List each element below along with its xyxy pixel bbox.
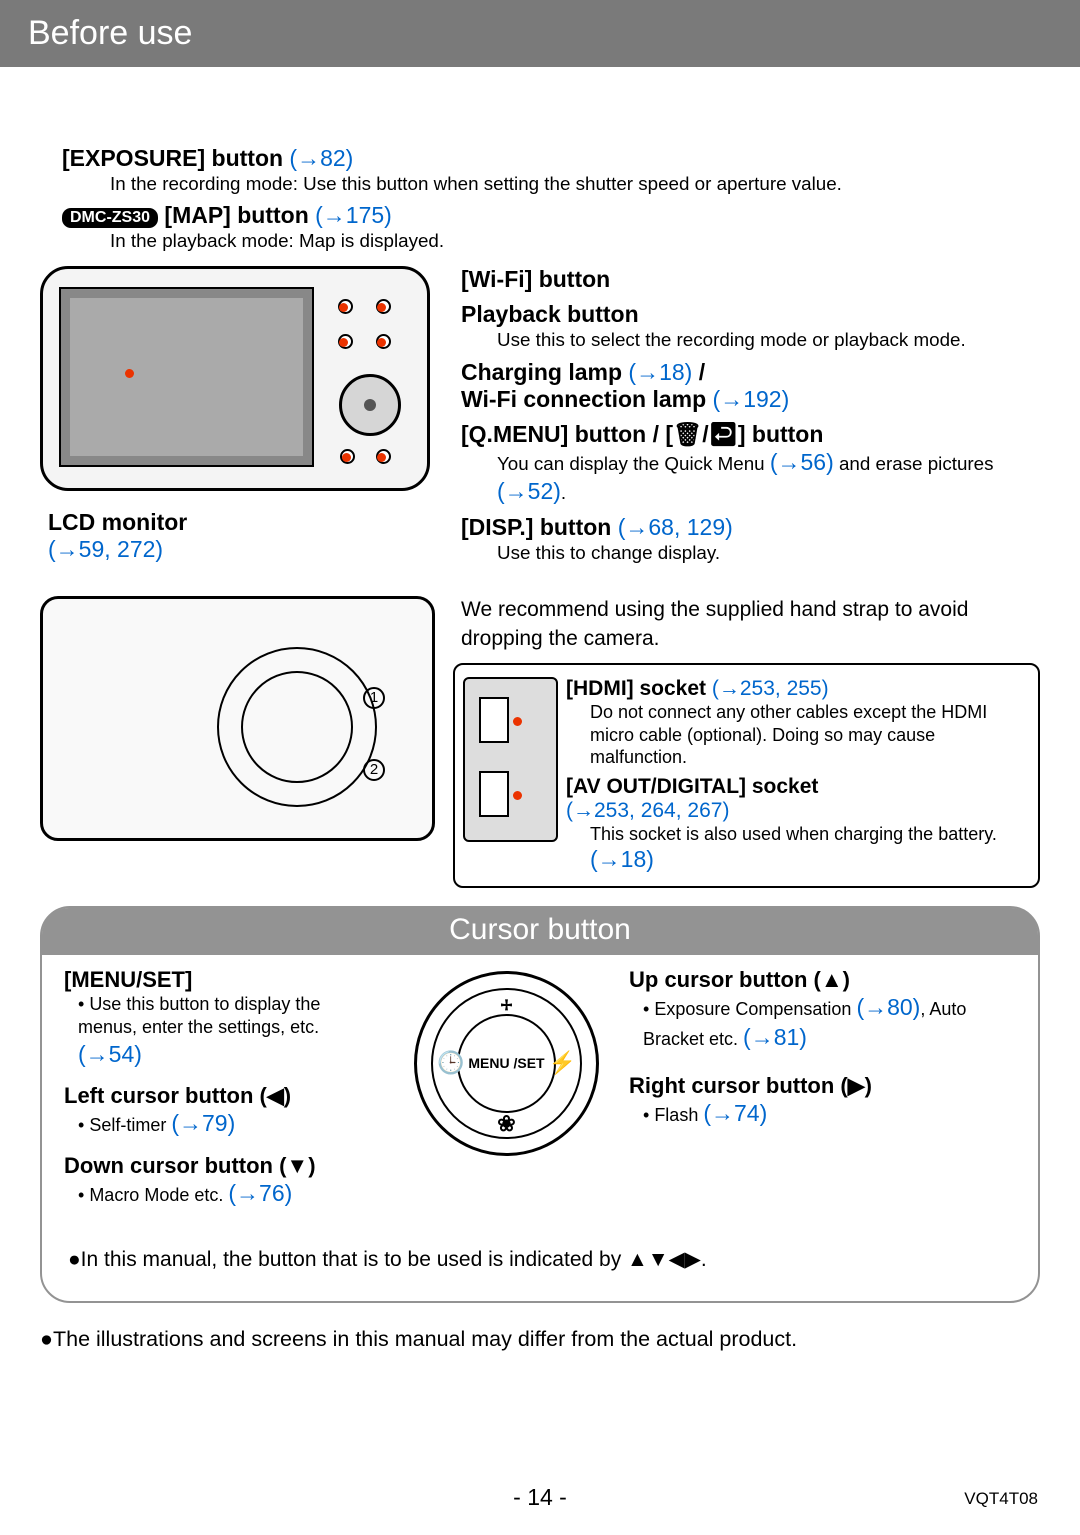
left-cursor-bullet: • Self-timer (→79) [78, 1109, 384, 1139]
callout-1: 1 [363, 687, 385, 709]
camera-back-col: LCD monitor (→59, 272) [40, 266, 435, 572]
right-cursor-bullet: • Flash (→74) [643, 1099, 1016, 1129]
camera-bottom-row: 1 2 We recommend using the supplied hand… [40, 596, 1040, 887]
map-desc: In the playback mode: Map is displayed. [110, 229, 1040, 253]
menuset-item: [MENU/SET] • Use this button to display … [64, 967, 384, 1070]
menuset-label: [MENU/SET] [64, 967, 192, 992]
right-cursor-label: Right cursor button (▶) [629, 1073, 872, 1098]
right-cursor-item: Right cursor button (▶) • Flash (→74) [629, 1073, 1016, 1129]
left-cursor-label: Left cursor button (◀) [64, 1083, 291, 1108]
left-glyph: 🕒 [437, 1050, 464, 1076]
lcd-ref[interactable]: (→59, 272) [48, 536, 163, 562]
playback-callout: Playback button Use this to select the r… [461, 301, 1040, 351]
disp-callout: [DISP.] button (→68, 129) Use this to ch… [461, 514, 1040, 564]
right-cursor-ref[interactable]: (→74) [703, 1100, 767, 1126]
qmenu-callout: [Q.MENU] button / [🗑/↩] button You can d… [461, 421, 1040, 506]
disp-desc: Use this to change display. [497, 541, 1040, 564]
wifi-label: [Wi-Fi] button [461, 266, 610, 292]
menuset-ref[interactable]: (→54) [78, 1041, 142, 1067]
socket-text: [HDMI] socket (→253, 255) Do not connect… [566, 677, 1026, 874]
down-cursor-bullet: • Macro Mode etc. (→76) [78, 1179, 384, 1209]
qmenu-ref-b[interactable]: (→52) [497, 478, 561, 504]
camera-bottom-illustration: 1 2 [40, 596, 435, 841]
exposure-section: [EXPOSURE] button (→82) In the recording… [62, 145, 1040, 196]
cursor-center-col: MENU /SET ⧾ ❀ 🕒 ⚡ [384, 967, 629, 1223]
menuset-bullet: • Use this button to display the menus, … [78, 993, 384, 1070]
hdmi-ref[interactable]: (→253, 255) [706, 677, 829, 700]
disp-label: [DISP.] button [461, 514, 611, 540]
exposure-label: [EXPOSURE] button [62, 145, 283, 171]
hdmi-callout: [HDMI] socket (→253, 255) Do not connect… [566, 677, 1026, 769]
up-cursor-refa[interactable]: (→80) [856, 994, 920, 1020]
wifi-callout: [Wi-Fi] button [461, 266, 1040, 293]
up-cursor-bullet: • Exposure Compensation (→80), Auto Brac… [643, 993, 1016, 1053]
playback-desc: Use this to select the recording mode or… [497, 328, 1040, 351]
disp-ref[interactable]: (→68, 129) [611, 514, 732, 540]
back-dial [339, 374, 401, 436]
avout-ref[interactable]: (→253, 264, 267) [566, 799, 729, 822]
hdmi-desc: Do not connect any other cables except t… [590, 701, 1026, 769]
left-cursor-item: Left cursor button (◀) • Self-timer (→79… [64, 1083, 384, 1139]
cursor-dial: MENU /SET ⧾ ❀ 🕒 ⚡ [414, 971, 599, 1156]
lcd-label: LCD monitor [48, 509, 187, 535]
hdmi-label: [HDMI] socket [566, 677, 706, 700]
page-footnote: ●The illustrations and screens in this m… [56, 1327, 1040, 1352]
down-cursor-item: Down cursor button (▼) • Macro Mode etc.… [64, 1153, 384, 1209]
lcd-section: LCD monitor (→59, 272) [48, 509, 435, 563]
exposure-desc: In the recording mode: Use this button w… [110, 172, 1040, 196]
cursor-right-col: Up cursor button (▲) • Exposure Compensa… [629, 967, 1016, 1223]
qmenu-label: [Q.MENU] button / [🗑/↩] button [461, 421, 823, 447]
right-glyph: ⚡ [549, 1050, 576, 1076]
model-badge: DMC-ZS30 [62, 208, 158, 228]
avout-callout: [AV OUT/DIGITAL] socket (→253, 264, 267)… [566, 775, 1026, 874]
camera-back-illustration [40, 266, 430, 491]
charging-label2: Wi-Fi connection lamp [461, 386, 706, 412]
down-cursor-ref[interactable]: (→76) [228, 1180, 292, 1206]
lcd-area [59, 287, 314, 467]
callout-2: 2 [363, 759, 385, 781]
map-ref[interactable]: (→175) [309, 202, 392, 228]
header-title: Before use [28, 14, 192, 52]
charging-label1: Charging lamp [461, 359, 622, 385]
page-content: [EXPOSURE] button (→82) In the recording… [0, 67, 1080, 888]
cursor-dial-text: MENU /SET [457, 1014, 556, 1113]
strap-note: We recommend using the supplied hand str… [461, 596, 1040, 653]
map-label: [MAP] button [158, 202, 309, 228]
avout-desc: This socket is also used when charging t… [590, 823, 1026, 874]
avout-label: [AV OUT/DIGITAL] socket [566, 775, 818, 798]
down-cursor-label: Down cursor button (▼) [64, 1153, 316, 1178]
up-cursor-label: Up cursor button (▲) [629, 967, 850, 992]
page-number: - 14 - [0, 1484, 1080, 1511]
sockets-box: [HDMI] socket (→253, 255) Do not connect… [453, 663, 1040, 888]
up-cursor-item: Up cursor button (▲) • Exposure Compensa… [629, 967, 1016, 1053]
playback-label: Playback button [461, 301, 639, 327]
avout-ref-b[interactable]: (→18) [590, 846, 654, 872]
charging-slash: / [692, 359, 705, 385]
map-section: DMC-ZS30 [MAP] button (→175) In the play… [62, 202, 1040, 253]
exposure-ref[interactable]: (→82) [283, 145, 353, 171]
charging-callout: Charging lamp (→18) / Wi-Fi connection l… [461, 359, 1040, 413]
cursor-title: Cursor button [42, 908, 1038, 955]
back-callouts: [Wi-Fi] button Playback button Use this … [435, 266, 1040, 572]
down-glyph: ❀ [497, 1111, 515, 1137]
cursor-note: ●In this manual, the button that is to b… [68, 1245, 1012, 1274]
bottom-callouts: We recommend using the supplied hand str… [435, 596, 1040, 887]
camera-back-row: LCD monitor (→59, 272) [Wi-Fi] button Pl… [40, 266, 1040, 572]
socket-illustration [463, 677, 558, 842]
up-glyph: ⧾ [501, 990, 512, 1016]
page-header: Before use [0, 0, 1080, 67]
charging-ref1[interactable]: (→18) [622, 359, 692, 385]
left-cursor-ref[interactable]: (→79) [171, 1110, 235, 1136]
qmenu-desc: You can display the Quick Menu (→56) and… [497, 448, 1040, 506]
cursor-left-col: [MENU/SET] • Use this button to display … [64, 967, 384, 1223]
up-cursor-refb[interactable]: (→81) [743, 1024, 807, 1050]
cursor-body: [MENU/SET] • Use this button to display … [42, 955, 1038, 1223]
qmenu-ref-a[interactable]: (→56) [770, 449, 834, 475]
cursor-panel: Cursor button [MENU/SET] • Use this butt… [40, 906, 1040, 1303]
doc-code: VQT4T08 [964, 1489, 1038, 1509]
charging-ref2[interactable]: (→192) [706, 386, 789, 412]
